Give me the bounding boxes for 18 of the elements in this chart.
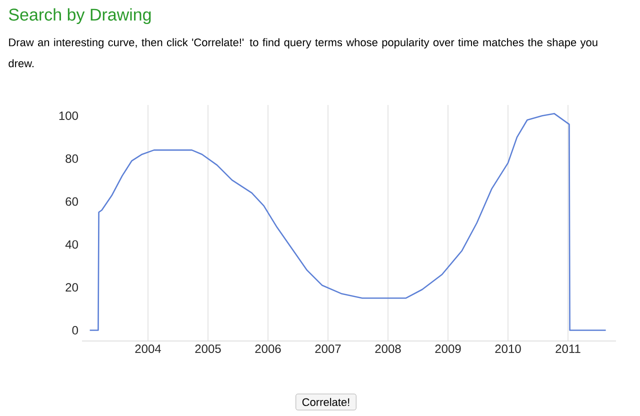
x-tick-label: 2010	[495, 344, 521, 354]
x-tick-label: 2008	[375, 344, 401, 354]
chart-subtitle: Draw an interesting curve, then click 'Correlate!' to find query terms whose popularity over time matches the shape you drew.	[8, 38, 598, 68]
y-tick-label: 100	[59, 111, 78, 120]
y-tick-label: 20	[66, 283, 78, 292]
y-tick-label: 40	[65, 240, 78, 249]
line-series	[89, 112, 606, 331]
x-tick-label: 2006	[255, 344, 281, 354]
x-tick-label: 2009	[435, 344, 461, 354]
text: Correlate!	[302, 398, 350, 406]
x-tick-label: 2005	[195, 344, 221, 354]
x-tick-label: 2004	[135, 344, 161, 354]
y-tick-label: 60	[66, 197, 78, 206]
y-tick-label: 0	[72, 326, 78, 335]
chart-title: Search by Drawing	[8, 8, 151, 24]
x-tick-label: 2011	[556, 344, 580, 354]
x-tick-label: 2007	[315, 344, 341, 354]
y-tick-label: 80	[66, 154, 78, 163]
